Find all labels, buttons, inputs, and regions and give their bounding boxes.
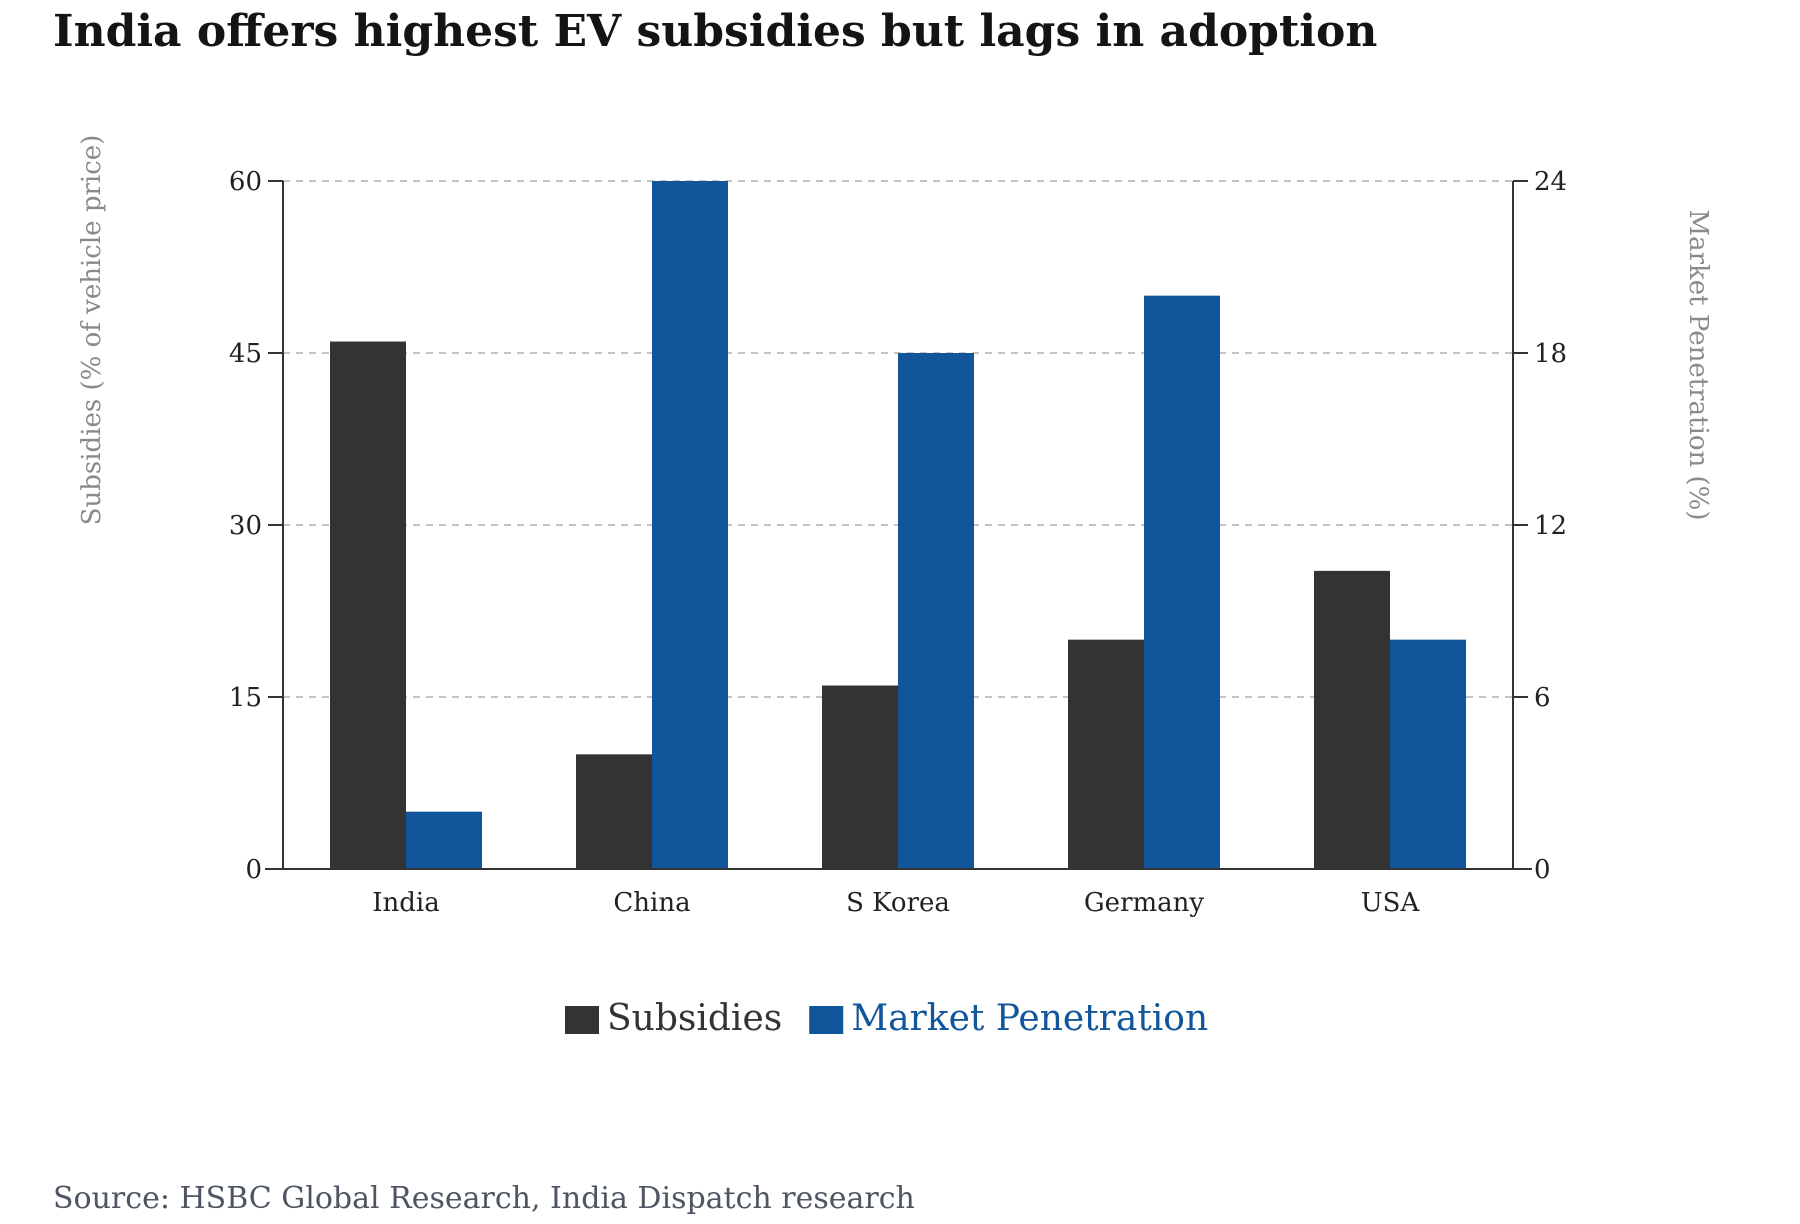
category-label: China — [613, 888, 690, 918]
category-label: S Korea — [846, 888, 950, 918]
bar-subsidies — [1068, 639, 1144, 869]
category-label: USA — [1361, 888, 1421, 918]
bar-subsidies — [822, 685, 898, 869]
right-tick-label: 0 — [1534, 855, 1551, 885]
left-tick-label: 60 — [229, 167, 262, 197]
category-label: Germany — [1084, 888, 1204, 918]
right-tick-label: 24 — [1534, 167, 1567, 197]
right-tick-label: 6 — [1534, 683, 1551, 713]
left-tick-label: 30 — [229, 511, 262, 541]
bar-subsidies — [330, 341, 406, 869]
legend-swatch — [565, 1006, 599, 1034]
category-labels: India China S Korea Germany USA — [372, 888, 1420, 918]
bar-market-penetration — [406, 811, 482, 869]
bars — [330, 181, 1466, 870]
left-axis-ticks: 0 15 30 45 60 — [229, 167, 283, 885]
right-tick-label: 12 — [1534, 511, 1567, 541]
bar-subsidies — [1314, 570, 1390, 869]
right-axis-ticks: 0 6 12 18 24 — [1513, 167, 1567, 885]
right-tick-label: 18 — [1534, 339, 1567, 369]
bar-market-penetration — [1390, 639, 1466, 869]
left-tick-label: 45 — [229, 339, 262, 369]
chart-title: India offers highest EV subsidies but la… — [53, 6, 1377, 57]
legend: Subsidies Market Penetration — [565, 998, 1208, 1039]
bar-subsidies — [576, 754, 652, 869]
bar-market-penetration — [898, 353, 974, 869]
category-label: India — [372, 888, 439, 918]
legend-label: Subsidies — [607, 998, 782, 1039]
bar-market-penetration — [652, 181, 728, 869]
bar-market-penetration — [1144, 295, 1220, 870]
legend-label: Market Penetration — [851, 998, 1208, 1039]
left-axis-title: Subsidies (% of vehicle price) — [77, 135, 107, 526]
left-tick-label: 0 — [245, 855, 262, 885]
legend-swatch — [809, 1006, 844, 1034]
left-tick-label: 15 — [229, 683, 262, 713]
right-axis-title: Market Penetration (%) — [1683, 209, 1713, 520]
source-note: Source: HSBC Global Research, India Disp… — [53, 1181, 915, 1216]
